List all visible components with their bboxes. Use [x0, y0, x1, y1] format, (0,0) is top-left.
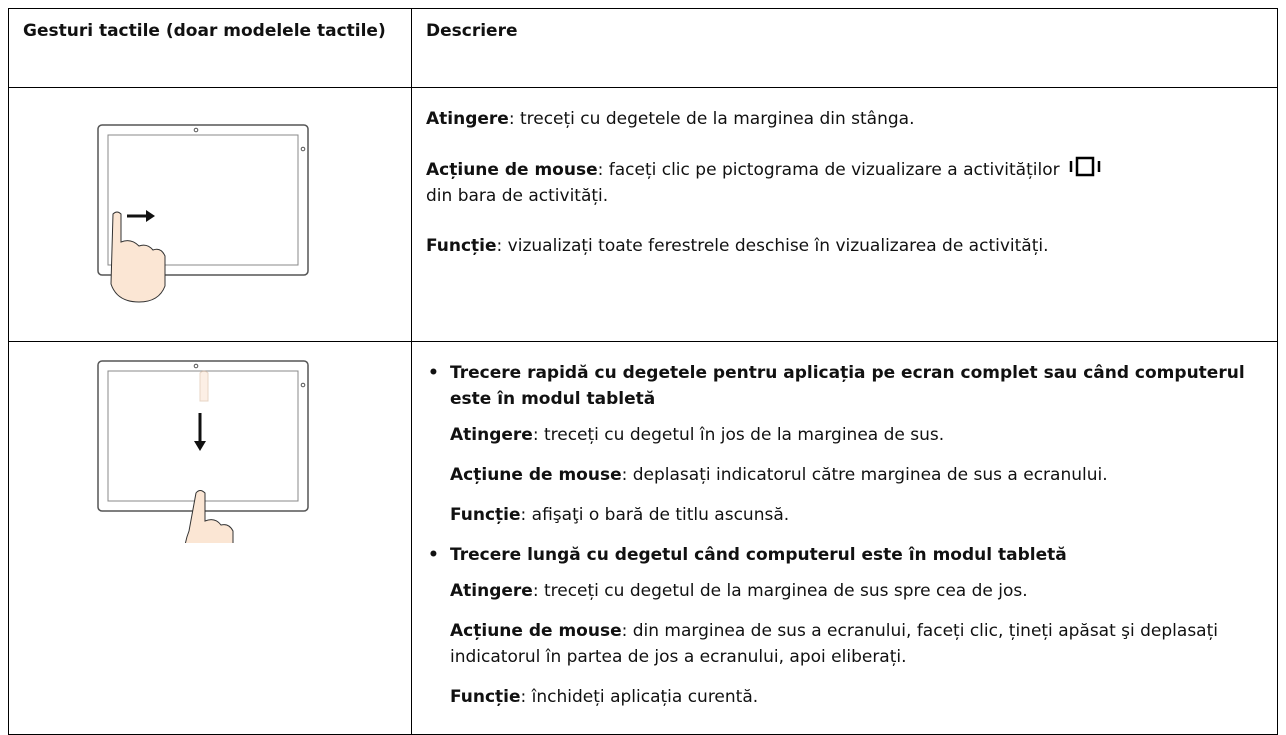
- item: Acțiune de mouse: din marginea de sus a …: [450, 618, 1263, 670]
- header-cell: Descriere: [411, 8, 1278, 88]
- item-label: Acțiune de mouse: [450, 621, 622, 641]
- page: Gesturi tactile (doar modelele tactile) …: [0, 0, 1286, 717]
- illustration: [97, 124, 309, 303]
- item-text: : deplasați indicatorul către marginea d…: [621, 465, 1108, 485]
- item-label: Funcție: [450, 687, 521, 707]
- bullet: Trecere lungă cu degetul când computerul…: [426, 542, 1263, 710]
- task-view-icon: [1069, 156, 1100, 177]
- bullet-heading: Trecere lungă cu degetul când computerul…: [450, 542, 1263, 568]
- item-text: : din marginea de sus a ecranului, faceț…: [450, 621, 1218, 667]
- item-label: Funcție: [426, 236, 497, 256]
- header-row: Gesturi tactile (doar modelele tactile) …: [8, 8, 1278, 88]
- description-cell: Trecere rapidă cu degetele pentru aplica…: [411, 341, 1278, 735]
- gesture-table: Gesturi tactile (doar modelele tactile) …: [8, 8, 1278, 735]
- item-label: Atingere: [450, 425, 533, 445]
- item-label: Acțiune de mouse: [426, 160, 598, 180]
- item: Atingere: treceți cu degetul de la margi…: [450, 578, 1263, 604]
- item-label: Acțiune de mouse: [450, 465, 622, 485]
- illustration-cell: [8, 87, 412, 342]
- item: Acțiune de mouse: faceți clic pe pictogr…: [426, 156, 1263, 209]
- illustration: [97, 360, 309, 572]
- bullet: Trecere rapidă cu degetele pentru aplica…: [426, 360, 1263, 528]
- item-text: : treceți cu degetul în jos de la margin…: [532, 425, 945, 445]
- item-label: Atingere: [450, 581, 533, 601]
- item-label: Atingere: [426, 109, 509, 129]
- row: Trecere rapidă cu degetele pentru aplica…: [8, 341, 1278, 735]
- item-text: : faceți clic pe pictograma de vizualiza…: [597, 160, 1060, 180]
- item: Atingere: treceți cu degetul în jos de l…: [450, 422, 1263, 448]
- item-text: : vizualizați toate ferestrele deschise …: [496, 236, 1049, 256]
- header-cell: Gesturi tactile (doar modelele tactile): [8, 8, 412, 88]
- item: Acțiune de mouse: deplasați indicatorul …: [450, 462, 1263, 488]
- item-text: : treceți cu degetele de la marginea din…: [508, 109, 915, 129]
- item: Funcție: închideți aplicația curentă.: [450, 684, 1263, 710]
- item: Funcție: afişaţi o bară de titlu ascunsă…: [450, 502, 1263, 528]
- item-label: Funcție: [450, 505, 521, 525]
- item-text: din bara de activități.: [426, 186, 609, 206]
- item-text: : închideți aplicația curentă.: [520, 687, 759, 707]
- description-cell: Atingere: treceți cu degetele de la marg…: [411, 87, 1278, 342]
- item-text: : afişaţi o bară de titlu ascunsă.: [520, 505, 790, 525]
- row: Atingere: treceți cu degetele de la marg…: [8, 87, 1278, 342]
- item-text: : treceți cu degetul de la marginea de s…: [532, 581, 1028, 601]
- item: Funcție: vizualizați toate ferestrele de…: [426, 233, 1263, 259]
- illustration-cell: [8, 341, 412, 735]
- item: Atingere: treceți cu degetele de la marg…: [426, 106, 1263, 132]
- bullet-heading: Trecere rapidă cu degetele pentru aplica…: [450, 360, 1263, 412]
